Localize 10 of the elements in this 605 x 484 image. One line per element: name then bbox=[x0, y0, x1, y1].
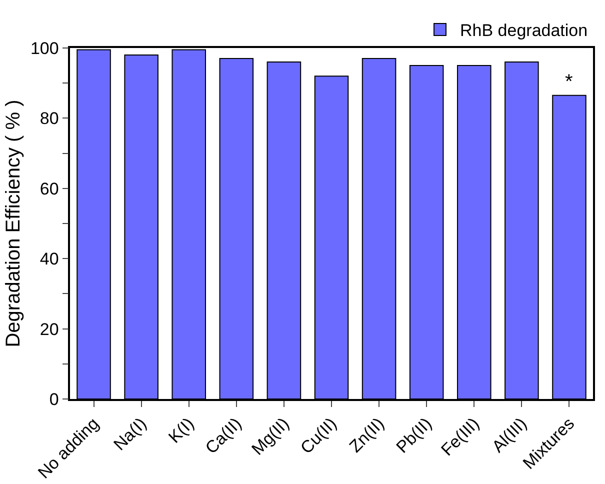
y-tick-label: 40 bbox=[40, 250, 59, 269]
legend-label: RhB degradation bbox=[460, 21, 588, 40]
y-tick-label: 100 bbox=[30, 38, 59, 58]
y-axis-title: Degradation Efficiency ( % ) bbox=[2, 100, 24, 348]
annotation: * bbox=[565, 71, 573, 93]
y-tick-label: 80 bbox=[40, 109, 59, 128]
y-tick-label: 20 bbox=[40, 320, 59, 339]
y-tick-label: 0 bbox=[49, 390, 59, 409]
y-tick-label: 60 bbox=[40, 179, 59, 198]
x-tick-label: K(I) bbox=[164, 414, 198, 447]
